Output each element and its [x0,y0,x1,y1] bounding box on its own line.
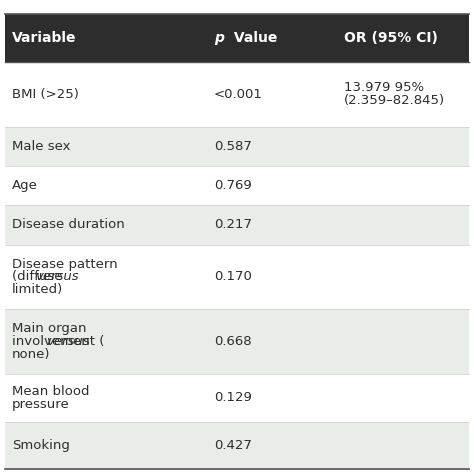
Text: 0.170: 0.170 [214,270,252,283]
Text: 0.427: 0.427 [214,439,252,452]
Text: 0.587: 0.587 [214,140,252,153]
Text: Disease duration: Disease duration [12,219,125,231]
Text: pressure: pressure [12,398,70,410]
FancyBboxPatch shape [5,374,469,421]
Text: <0.001: <0.001 [214,88,263,101]
Text: 0.668: 0.668 [214,335,251,348]
Text: Mean blood: Mean blood [12,385,89,398]
Text: (diffuse: (diffuse [12,270,66,283]
Text: 0.769: 0.769 [214,179,251,192]
FancyBboxPatch shape [5,421,469,469]
FancyBboxPatch shape [5,14,469,62]
Text: (2.359–82.845): (2.359–82.845) [344,94,445,107]
Text: involvement (: involvement ( [12,335,104,348]
FancyBboxPatch shape [5,245,469,309]
Text: BMI (>25): BMI (>25) [12,88,79,101]
Text: none): none) [12,348,50,361]
FancyBboxPatch shape [5,309,469,374]
Text: Disease pattern: Disease pattern [12,257,118,271]
FancyBboxPatch shape [5,205,469,245]
FancyBboxPatch shape [5,62,469,127]
Text: 0.217: 0.217 [214,219,252,231]
Text: Variable: Variable [12,31,76,45]
Text: p: p [214,31,224,45]
Text: OR (95% CI): OR (95% CI) [344,31,438,45]
Text: 0.129: 0.129 [214,391,252,404]
Text: Smoking: Smoking [12,439,70,452]
Text: Age: Age [12,179,37,192]
Text: limited): limited) [12,283,63,296]
Text: 13.979 95%: 13.979 95% [344,82,424,94]
FancyBboxPatch shape [5,166,469,205]
Text: versus: versus [36,270,79,283]
Text: Male sex: Male sex [12,140,70,153]
Text: Main organ: Main organ [12,322,86,335]
Text: versus: versus [46,335,90,348]
FancyBboxPatch shape [5,127,469,166]
Text: Value: Value [229,31,277,45]
